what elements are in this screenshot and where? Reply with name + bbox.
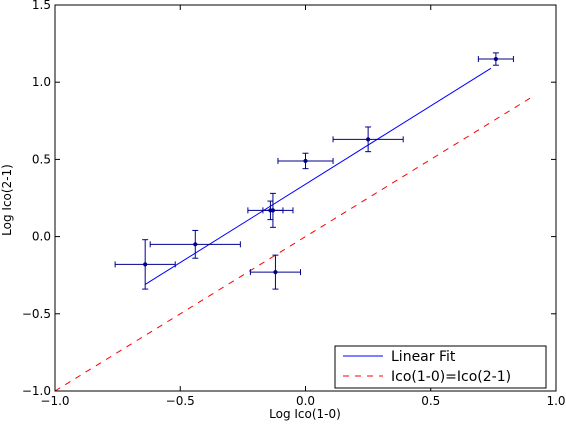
y-tick-label: 0.0 [32,230,51,244]
plot-area [54,52,532,392]
x-tick-label: −1.0 [40,394,69,408]
linear-fit-line [144,67,492,285]
data-point [332,126,404,153]
data-marker [303,158,308,164]
x-tick-label: −0.5 [166,394,195,408]
legend: Linear Fit Ico(1-0)=Ico(2-1) [334,345,547,389]
data-marker [143,262,148,267]
y-tick-label: 1.5 [32,0,51,12]
x-tick-label: 0.5 [421,394,440,408]
ticks: −1.0 −0.5 0.0 0.5 1.0 −1.0 −0.5 0.0 0.5 1.0 1.5 [22,0,566,408]
y-tick-label: −1.0 [22,384,51,398]
y-tick-label: −0.5 [22,307,51,321]
y-tick-label: 0.5 [32,152,51,166]
x-tick-label: 1.0 [546,394,565,408]
data-point [149,229,241,259]
y-tick-label: 1.0 [32,75,51,89]
data-marker [493,56,498,62]
data-marker [273,270,278,275]
data-point [277,152,334,170]
axes [54,4,557,392]
legend-label-equality: Ico(1-0)=Ico(2-1) [391,369,511,385]
equality-line [54,97,532,392]
data-marker [193,242,198,247]
plot-frame [54,4,557,392]
data-point [477,52,514,66]
x-axis-label: Log Ico(1-0) [269,407,341,421]
data-marker [366,137,371,142]
y-axis-label: Log Ico(2-1) [0,164,14,236]
data-point [249,254,301,290]
legend-box [334,345,547,389]
data-marker [270,208,276,213]
legend-label-linear-fit: Linear Fit [391,349,456,365]
data-point [114,239,176,290]
x-tick-label: 0.0 [296,394,315,408]
data-point [262,192,284,228]
